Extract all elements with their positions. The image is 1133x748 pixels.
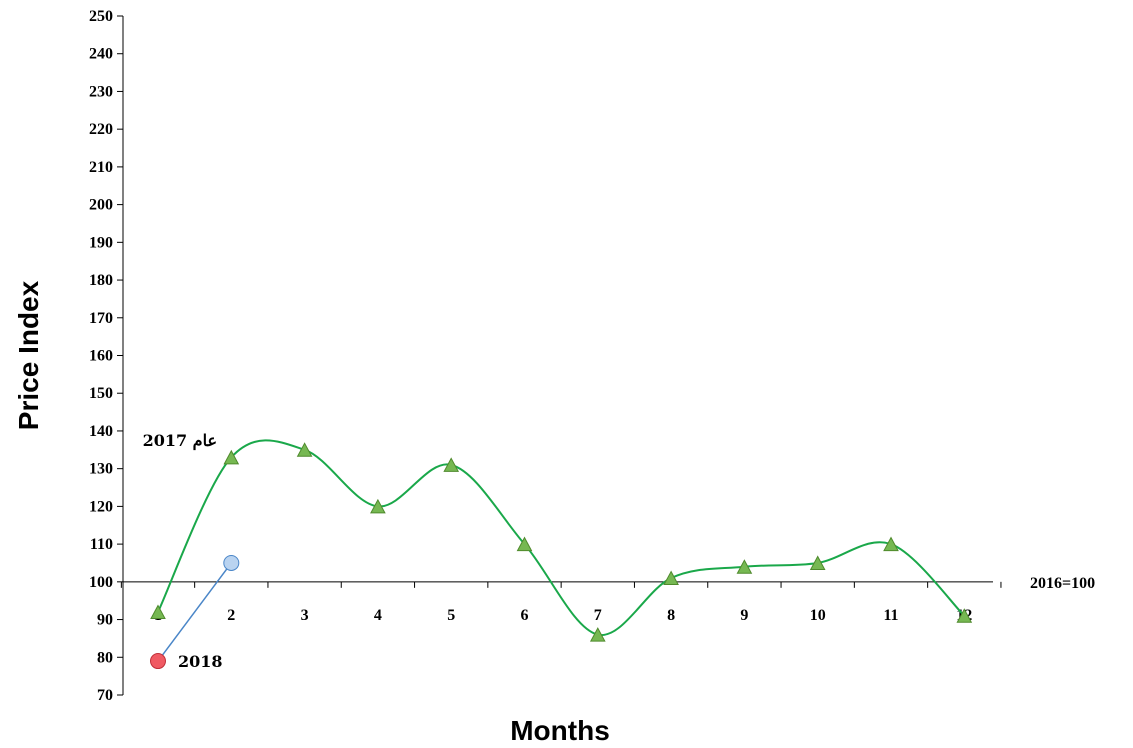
- y-tick-label: 210: [89, 159, 113, 176]
- y-tick-label: 70: [97, 687, 113, 704]
- series-2017-point: [296, 442, 313, 457]
- x-tick-label: 6: [521, 607, 529, 624]
- series-2017-point: [516, 536, 533, 552]
- x-tick-label: 5: [447, 607, 455, 624]
- x-tick-label: 8: [667, 607, 675, 624]
- x-axis-title: Months: [510, 715, 610, 746]
- x-tick-label: 2: [227, 607, 235, 624]
- series-2018-point: [150, 653, 166, 670]
- series-2018-label: 2018: [178, 652, 223, 671]
- y-tick-label: 110: [90, 536, 113, 553]
- series-2017-point: [443, 457, 460, 472]
- series-2017-point: [150, 604, 166, 620]
- y-tick-label: 220: [89, 121, 113, 138]
- y-tick-label: 150: [89, 385, 113, 402]
- y-tick-label: 240: [89, 46, 113, 63]
- x-tick-label: 3: [301, 607, 309, 624]
- y-tick-label: 200: [89, 197, 113, 214]
- x-tick-label: 10: [810, 607, 826, 624]
- y-tick-label: 80: [97, 649, 113, 666]
- x-tick-label: 7: [594, 607, 602, 624]
- x-tick-label: 9: [740, 607, 748, 624]
- series-2017-point: [370, 498, 386, 514]
- series-2017-label: عام 2017: [143, 431, 217, 451]
- series-2018-point: [223, 554, 240, 571]
- series-2017-point: [736, 559, 753, 574]
- series-2017-point: [223, 449, 240, 465]
- series-2017-point: [883, 536, 899, 552]
- series-2017-line: [157, 439, 965, 636]
- y-tick-label: 250: [89, 8, 113, 25]
- y-tick-label: 190: [89, 234, 113, 251]
- y-tick-label: 170: [89, 310, 113, 327]
- y-tick-label: 120: [89, 498, 113, 515]
- y-tick-label: 160: [89, 348, 113, 365]
- x-tick-label: 4: [374, 607, 382, 624]
- y-tick-label: 180: [89, 272, 113, 289]
- y-tick-label: 230: [89, 83, 113, 100]
- y-tick-label: 100: [89, 574, 113, 591]
- x-tick-label: 11: [883, 607, 898, 624]
- y-tick-label: 140: [89, 423, 113, 440]
- series-2018-line: [157, 562, 232, 662]
- series-2017-point: [663, 570, 679, 586]
- series-2017-point: [809, 555, 826, 570]
- base-note: 2016=100: [1030, 575, 1095, 592]
- series-2017-point: [956, 608, 973, 623]
- y-axis-title: Price Index: [13, 280, 44, 430]
- series-2017-point: [589, 627, 606, 642]
- y-tick-label: 90: [97, 612, 113, 629]
- y-tick-label: 130: [89, 461, 113, 478]
